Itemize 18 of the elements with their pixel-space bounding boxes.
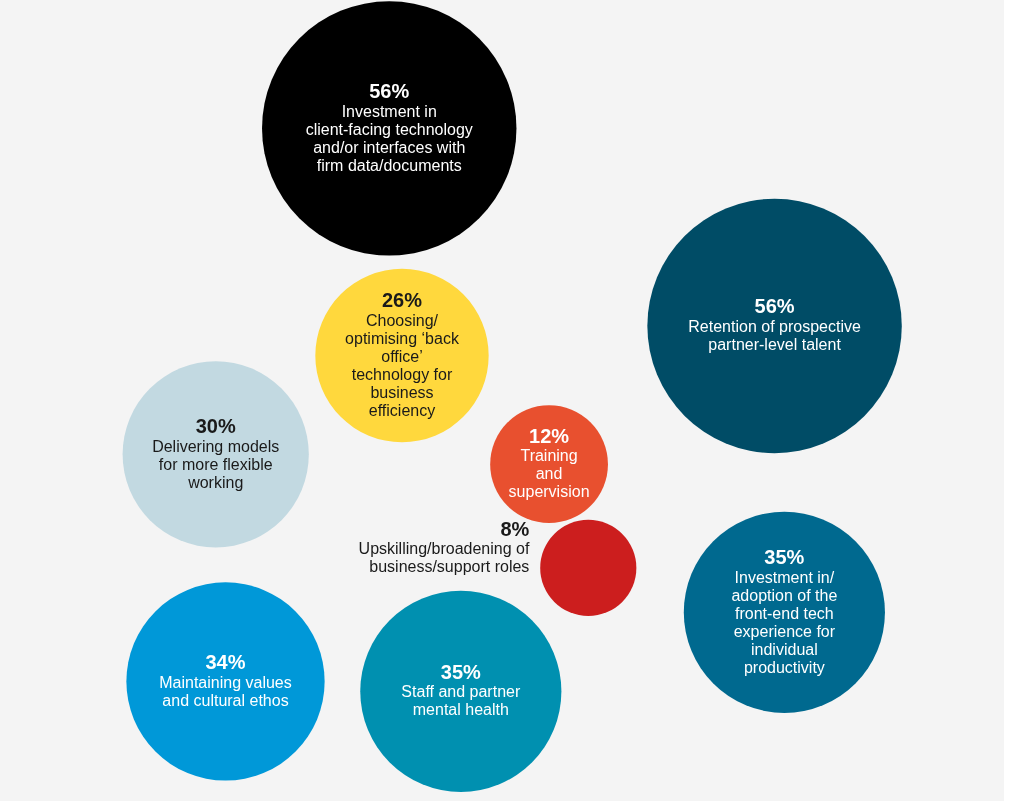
category-label: Upskilling/broadening of business/support roles bbox=[358, 540, 530, 576]
data-label: 8% bbox=[500, 517, 530, 540]
data-label: 26% bbox=[381, 289, 423, 312]
data-label: 12% bbox=[529, 424, 570, 447]
data-label: 30% bbox=[195, 414, 236, 437]
category-label: Retention of prospective partner-level talent bbox=[688, 318, 861, 354]
category-label: Training and supervision bbox=[508, 447, 590, 501]
data-label: 35% bbox=[440, 660, 482, 683]
category-label: Choosing/ optimising ‘back office’ technology for business efficiency bbox=[345, 312, 460, 420]
category-label: Staff and partner mental health bbox=[401, 683, 521, 719]
category-label: Delivering models for more flexible working bbox=[152, 437, 280, 491]
category-label: Investment in client-facing technology and/or interfaces with firm data/documents bbox=[305, 102, 473, 174]
data-label: 56% bbox=[369, 79, 410, 102]
data-label: 56% bbox=[754, 295, 795, 318]
category-label: Maintaining values and cultural ethos bbox=[159, 673, 292, 709]
data-label: 35% bbox=[764, 546, 805, 569]
data-label: 34% bbox=[205, 650, 246, 673]
category-label: Investment in/ adoption of the front-end tech experience for individual productivity bbox=[731, 568, 838, 676]
